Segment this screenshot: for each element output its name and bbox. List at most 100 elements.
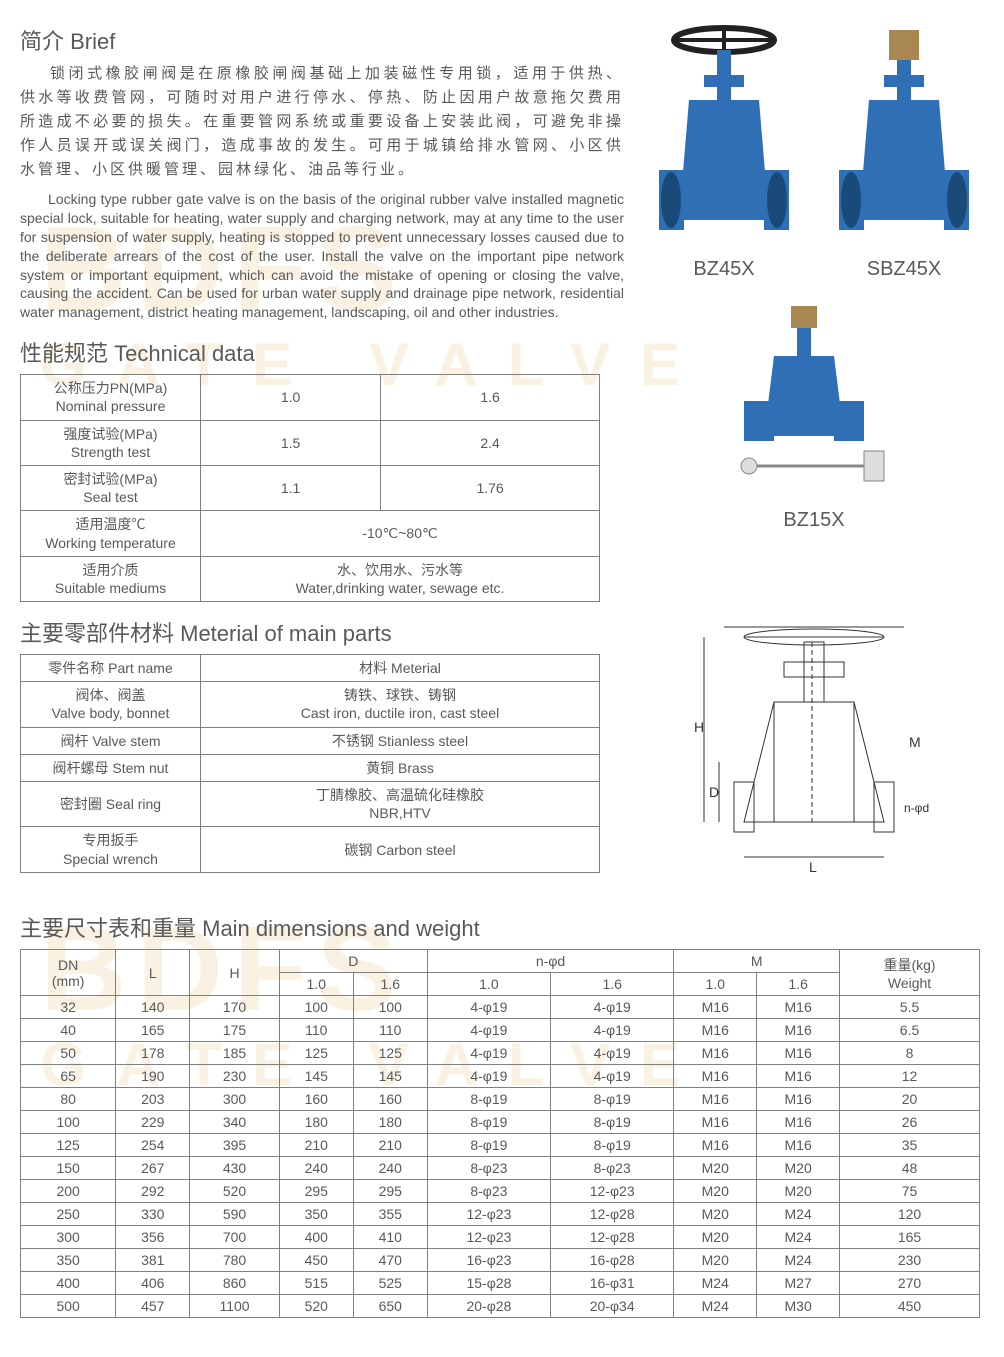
table-row: 40040686051552515-φ2816-φ31M24M27270 bbox=[21, 1272, 980, 1295]
table-cell: 470 bbox=[353, 1249, 427, 1272]
table-cell: 500 bbox=[21, 1295, 116, 1318]
table-cell: 丁腈橡胶、高温硫化硅橡胶NBR,HTV bbox=[201, 782, 600, 827]
table-row: 802033001601608-φ198-φ19M16M1620 bbox=[21, 1088, 980, 1111]
product-label: BZ15X bbox=[644, 509, 984, 532]
svg-text:M: M bbox=[909, 734, 921, 750]
table-cell: M16 bbox=[757, 1065, 840, 1088]
product-label: SBZ45X bbox=[829, 258, 979, 281]
col-l: L bbox=[116, 950, 190, 996]
table-cell: 230 bbox=[840, 1249, 980, 1272]
table-cell: 110 bbox=[353, 1019, 427, 1042]
table-cell: 430 bbox=[190, 1157, 279, 1180]
table-cell: 12-φ23 bbox=[551, 1180, 674, 1203]
brief-heading: 简介 Brief bbox=[20, 24, 624, 56]
table-cell: 40 bbox=[21, 1019, 116, 1042]
table-cell: 292 bbox=[116, 1180, 190, 1203]
table-cell: 1.1 bbox=[201, 465, 381, 510]
table-cell: 2.4 bbox=[381, 420, 600, 465]
table-cell: 阀杆螺母 Stem nut bbox=[21, 754, 201, 781]
brief-text-cn: 锁闭式橡胶闸阀是在原橡胶闸阀基础上加装磁性专用锁，适用于供热、供水等收费管网，可… bbox=[20, 62, 624, 182]
table-row: 30035670040041012-φ2312-φ28M20M24165 bbox=[21, 1226, 980, 1249]
table-cell: 12-φ23 bbox=[427, 1226, 550, 1249]
table-cell: 590 bbox=[190, 1203, 279, 1226]
col-dn: DN(mm) bbox=[21, 950, 116, 996]
table-cell: 267 bbox=[116, 1157, 190, 1180]
svg-text:L: L bbox=[809, 859, 817, 875]
table-cell: 150 bbox=[21, 1157, 116, 1180]
table-cell: 185 bbox=[190, 1042, 279, 1065]
table-cell: 210 bbox=[279, 1134, 353, 1157]
table-cell: 8-φ19 bbox=[427, 1134, 550, 1157]
table-cell: 125 bbox=[353, 1042, 427, 1065]
table-cell: 1.0 bbox=[201, 375, 381, 420]
table-cell: 75 bbox=[840, 1180, 980, 1203]
table-cell: 8-φ19 bbox=[551, 1134, 674, 1157]
table-header: 材料 Meterial bbox=[201, 655, 600, 682]
table-cell: M16 bbox=[674, 996, 757, 1019]
table-cell: 35 bbox=[840, 1134, 980, 1157]
svg-text:H: H bbox=[694, 719, 704, 735]
dims-heading: 主要尺寸表和重量 Main dimensions and weight bbox=[20, 911, 984, 943]
table-cell: 密封试验(MPa)Seal test bbox=[21, 465, 201, 510]
table-row: 651902301451454-φ194-φ19M16M1612 bbox=[21, 1065, 980, 1088]
table-cell: 4-φ19 bbox=[551, 1019, 674, 1042]
col-m: M bbox=[674, 950, 840, 973]
valve-icon bbox=[729, 301, 899, 501]
table-cell: 铸铁、球铁、铸钢Cast iron, ductile iron, cast st… bbox=[201, 682, 600, 727]
table-cell: 16-φ23 bbox=[427, 1249, 550, 1272]
table-cell: 100 bbox=[279, 996, 353, 1019]
table-cell: 不锈钢 Stianless steel bbox=[201, 727, 600, 754]
table-cell: 8-φ19 bbox=[427, 1088, 550, 1111]
table-cell: 400 bbox=[279, 1226, 353, 1249]
materials-table: 零件名称 Part name材料 Meterial阀体、阀盖Valve body… bbox=[20, 654, 600, 873]
table-cell: M16 bbox=[674, 1019, 757, 1042]
product-label: BZ45X bbox=[649, 258, 799, 281]
table-cell: 8-φ23 bbox=[551, 1157, 674, 1180]
table-cell: M20 bbox=[674, 1180, 757, 1203]
table-cell: M20 bbox=[674, 1157, 757, 1180]
table-row: 35038178045047016-φ2316-φ28M20M24230 bbox=[21, 1249, 980, 1272]
table-cell: 12-φ23 bbox=[427, 1203, 550, 1226]
table-cell: 32 bbox=[21, 996, 116, 1019]
table-cell: 15-φ28 bbox=[427, 1272, 550, 1295]
table-cell: 525 bbox=[353, 1272, 427, 1295]
table-cell: 4-φ19 bbox=[427, 1019, 550, 1042]
table-cell: 165 bbox=[840, 1226, 980, 1249]
table-cell: 200 bbox=[21, 1180, 116, 1203]
table-cell: 100 bbox=[21, 1111, 116, 1134]
table-cell: 240 bbox=[279, 1157, 353, 1180]
col-d: D bbox=[279, 950, 427, 973]
table-cell: 300 bbox=[190, 1088, 279, 1111]
table-cell: 4-φ19 bbox=[427, 996, 550, 1019]
table-cell: 4-φ19 bbox=[551, 1042, 674, 1065]
table-cell: M20 bbox=[757, 1157, 840, 1180]
table-cell: 210 bbox=[353, 1134, 427, 1157]
table-cell: 20-φ28 bbox=[427, 1295, 550, 1318]
table-cell: 250 bbox=[21, 1203, 116, 1226]
col-nphi: n-φd bbox=[427, 950, 674, 973]
table-row: 1502674302402408-φ238-φ23M20M2048 bbox=[21, 1157, 980, 1180]
table-cell: M16 bbox=[757, 1042, 840, 1065]
table-cell: M16 bbox=[674, 1111, 757, 1134]
table-cell: M16 bbox=[757, 1111, 840, 1134]
table-cell: 180 bbox=[353, 1111, 427, 1134]
table-cell: 160 bbox=[353, 1088, 427, 1111]
table-cell: M24 bbox=[674, 1272, 757, 1295]
table-cell: 300 bbox=[21, 1226, 116, 1249]
table-cell: 水、饮用水、污水等Water,drinking water, sewage et… bbox=[201, 556, 600, 601]
table-cell: M16 bbox=[674, 1088, 757, 1111]
table-cell: 395 bbox=[190, 1134, 279, 1157]
table-cell: 1.5 bbox=[201, 420, 381, 465]
table-cell: 180 bbox=[279, 1111, 353, 1134]
table-cell: 1100 bbox=[190, 1295, 279, 1318]
table-cell: 专用扳手Special wrench bbox=[21, 827, 201, 872]
table-cell: 强度试验(MPa)Strength test bbox=[21, 420, 201, 465]
table-cell: 520 bbox=[279, 1295, 353, 1318]
table-cell: 48 bbox=[840, 1157, 980, 1180]
table-cell: M16 bbox=[674, 1134, 757, 1157]
table-cell: 110 bbox=[279, 1019, 353, 1042]
table-cell: 8-φ23 bbox=[427, 1180, 550, 1203]
table-cell: 381 bbox=[116, 1249, 190, 1272]
table-cell: 1.76 bbox=[381, 465, 600, 510]
table-cell: 356 bbox=[116, 1226, 190, 1249]
